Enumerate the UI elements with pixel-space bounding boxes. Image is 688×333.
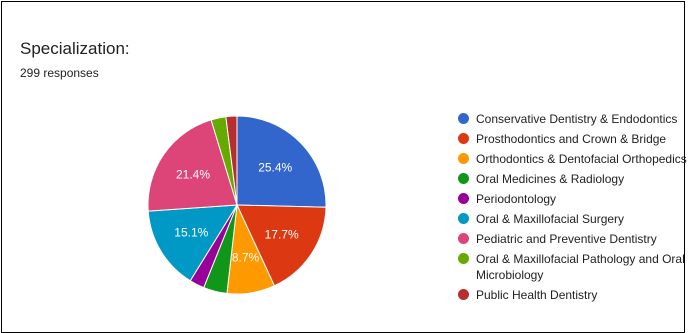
pie-slice-1[interactable] [236, 115, 327, 208]
chart-legend: Conservative Dentistry & Endodontics Pros… [457, 111, 688, 307]
legend-swatch-icon [458, 133, 469, 144]
legend-item[interactable]: Prosthodontics and Crown & Bridge [457, 131, 688, 147]
slice-label-2: 17.7% [265, 227, 299, 241]
pie-slice-9[interactable] [225, 115, 238, 206]
legend-label: Orthodontics & Dentofacial Orthopedics [476, 152, 687, 166]
legend-item[interactable]: Oral & Maxillofacial Surgery [457, 211, 688, 227]
legend-item[interactable]: Oral & Maxillofacial Pathology and Oral … [457, 251, 688, 283]
legend-swatch-icon [458, 193, 469, 204]
legend-label: Conservative Dentistry & Endodontics [476, 112, 678, 126]
legend-label: Prosthodontics and Crown & Bridge [476, 132, 667, 146]
pie-slice-6[interactable] [147, 204, 238, 282]
pie-slice-2[interactable] [236, 204, 327, 287]
legend-item[interactable]: Pediatric and Preventive Dentistry [457, 231, 688, 247]
legend-swatch-icon [458, 233, 469, 244]
response-count: 299 responses [20, 66, 99, 80]
legend-swatch-icon [458, 289, 469, 300]
legend-label: Periodontology [476, 192, 557, 206]
legend-label: Oral & Maxillofacial Pathology and Oral … [476, 252, 685, 282]
legend-swatch-icon [458, 253, 469, 264]
slice-label-6: 15.1% [174, 226, 208, 240]
legend-swatch-icon [458, 173, 469, 184]
chart-title: Specialization: [20, 39, 130, 58]
legend-item[interactable]: Orthodontics & Dentofacial Orthopedics [457, 151, 688, 167]
legend-label: Oral & Maxillofacial Surgery [476, 212, 625, 226]
legend-item[interactable]: Periodontology [457, 191, 688, 207]
slice-label-7: 21.4% [176, 168, 210, 182]
slice-label-3: 8.7% [232, 251, 260, 265]
legend-item[interactable]: Public Health Dentistry [457, 287, 688, 303]
legend-swatch-icon [458, 113, 469, 124]
legend-item[interactable]: Oral Medicines & Radiology [457, 171, 688, 187]
legend-label: Public Health Dentistry [476, 288, 598, 302]
pie-slice-7[interactable] [147, 119, 238, 212]
legend-item[interactable]: Conservative Dentistry & Endodontics [457, 111, 688, 127]
legend-swatch-icon [458, 153, 469, 164]
legend-label: Pediatric and Preventive Dentistry [476, 232, 657, 246]
legend-swatch-icon [458, 213, 469, 224]
legend-label: Oral Medicines & Radiology [476, 172, 625, 186]
slice-label-1: 25.4% [258, 161, 292, 175]
